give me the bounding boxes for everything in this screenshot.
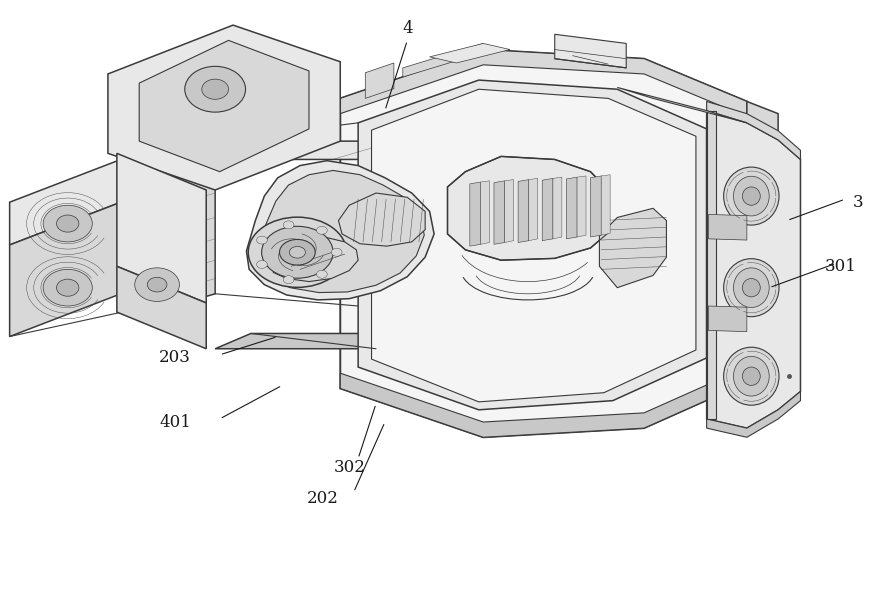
Ellipse shape xyxy=(283,275,293,283)
Ellipse shape xyxy=(201,79,228,99)
Ellipse shape xyxy=(733,176,768,216)
Ellipse shape xyxy=(331,248,342,256)
Polygon shape xyxy=(590,176,601,237)
Ellipse shape xyxy=(135,268,179,302)
Polygon shape xyxy=(153,190,206,294)
Text: 301: 301 xyxy=(824,258,856,275)
Ellipse shape xyxy=(148,277,166,292)
Ellipse shape xyxy=(289,247,305,258)
Ellipse shape xyxy=(723,259,778,316)
Text: 3: 3 xyxy=(852,193,863,211)
Ellipse shape xyxy=(741,278,759,297)
Polygon shape xyxy=(706,102,799,160)
Ellipse shape xyxy=(168,211,190,260)
Polygon shape xyxy=(10,190,153,337)
Ellipse shape xyxy=(279,239,315,265)
Ellipse shape xyxy=(257,236,267,244)
Ellipse shape xyxy=(733,268,768,307)
Polygon shape xyxy=(139,40,308,171)
Polygon shape xyxy=(365,63,393,99)
Polygon shape xyxy=(617,88,746,123)
Polygon shape xyxy=(706,111,799,428)
Polygon shape xyxy=(246,161,434,300)
Ellipse shape xyxy=(43,205,92,242)
Ellipse shape xyxy=(723,347,778,405)
Text: 202: 202 xyxy=(306,490,338,507)
Polygon shape xyxy=(469,182,480,246)
Ellipse shape xyxy=(723,167,778,225)
Polygon shape xyxy=(493,181,504,244)
Polygon shape xyxy=(117,266,206,349)
Polygon shape xyxy=(153,141,554,160)
Polygon shape xyxy=(518,179,528,242)
Polygon shape xyxy=(340,50,746,117)
Polygon shape xyxy=(601,174,610,235)
Ellipse shape xyxy=(261,226,333,278)
Polygon shape xyxy=(358,80,706,410)
Ellipse shape xyxy=(248,217,346,288)
Polygon shape xyxy=(480,181,489,244)
Polygon shape xyxy=(708,214,746,240)
Text: 203: 203 xyxy=(159,349,190,367)
Polygon shape xyxy=(577,176,586,237)
Ellipse shape xyxy=(283,221,293,229)
Polygon shape xyxy=(746,102,777,393)
Polygon shape xyxy=(402,43,483,77)
Text: 4: 4 xyxy=(401,20,412,37)
Polygon shape xyxy=(371,89,696,402)
Ellipse shape xyxy=(43,269,92,306)
Text: 302: 302 xyxy=(333,460,365,476)
Ellipse shape xyxy=(741,187,759,205)
Polygon shape xyxy=(708,306,746,332)
Polygon shape xyxy=(706,392,799,438)
Polygon shape xyxy=(108,25,340,190)
Ellipse shape xyxy=(184,66,245,112)
Polygon shape xyxy=(447,157,608,260)
Polygon shape xyxy=(554,34,626,68)
Polygon shape xyxy=(542,178,552,241)
Ellipse shape xyxy=(56,215,79,232)
Polygon shape xyxy=(10,147,153,245)
Polygon shape xyxy=(117,154,206,303)
Polygon shape xyxy=(552,177,561,239)
Ellipse shape xyxy=(733,356,768,396)
Polygon shape xyxy=(340,50,746,438)
Polygon shape xyxy=(528,178,537,241)
Ellipse shape xyxy=(56,279,79,296)
Polygon shape xyxy=(566,177,577,239)
Polygon shape xyxy=(429,43,510,63)
Polygon shape xyxy=(273,237,358,282)
Ellipse shape xyxy=(257,261,267,269)
Polygon shape xyxy=(153,141,215,312)
Polygon shape xyxy=(256,171,424,293)
Text: 401: 401 xyxy=(159,414,190,430)
Ellipse shape xyxy=(316,226,327,234)
Polygon shape xyxy=(504,179,513,242)
Polygon shape xyxy=(706,111,715,419)
Polygon shape xyxy=(338,193,425,246)
Ellipse shape xyxy=(316,271,327,278)
Polygon shape xyxy=(340,367,746,438)
Polygon shape xyxy=(215,334,554,349)
Polygon shape xyxy=(599,208,666,288)
Ellipse shape xyxy=(741,367,759,386)
